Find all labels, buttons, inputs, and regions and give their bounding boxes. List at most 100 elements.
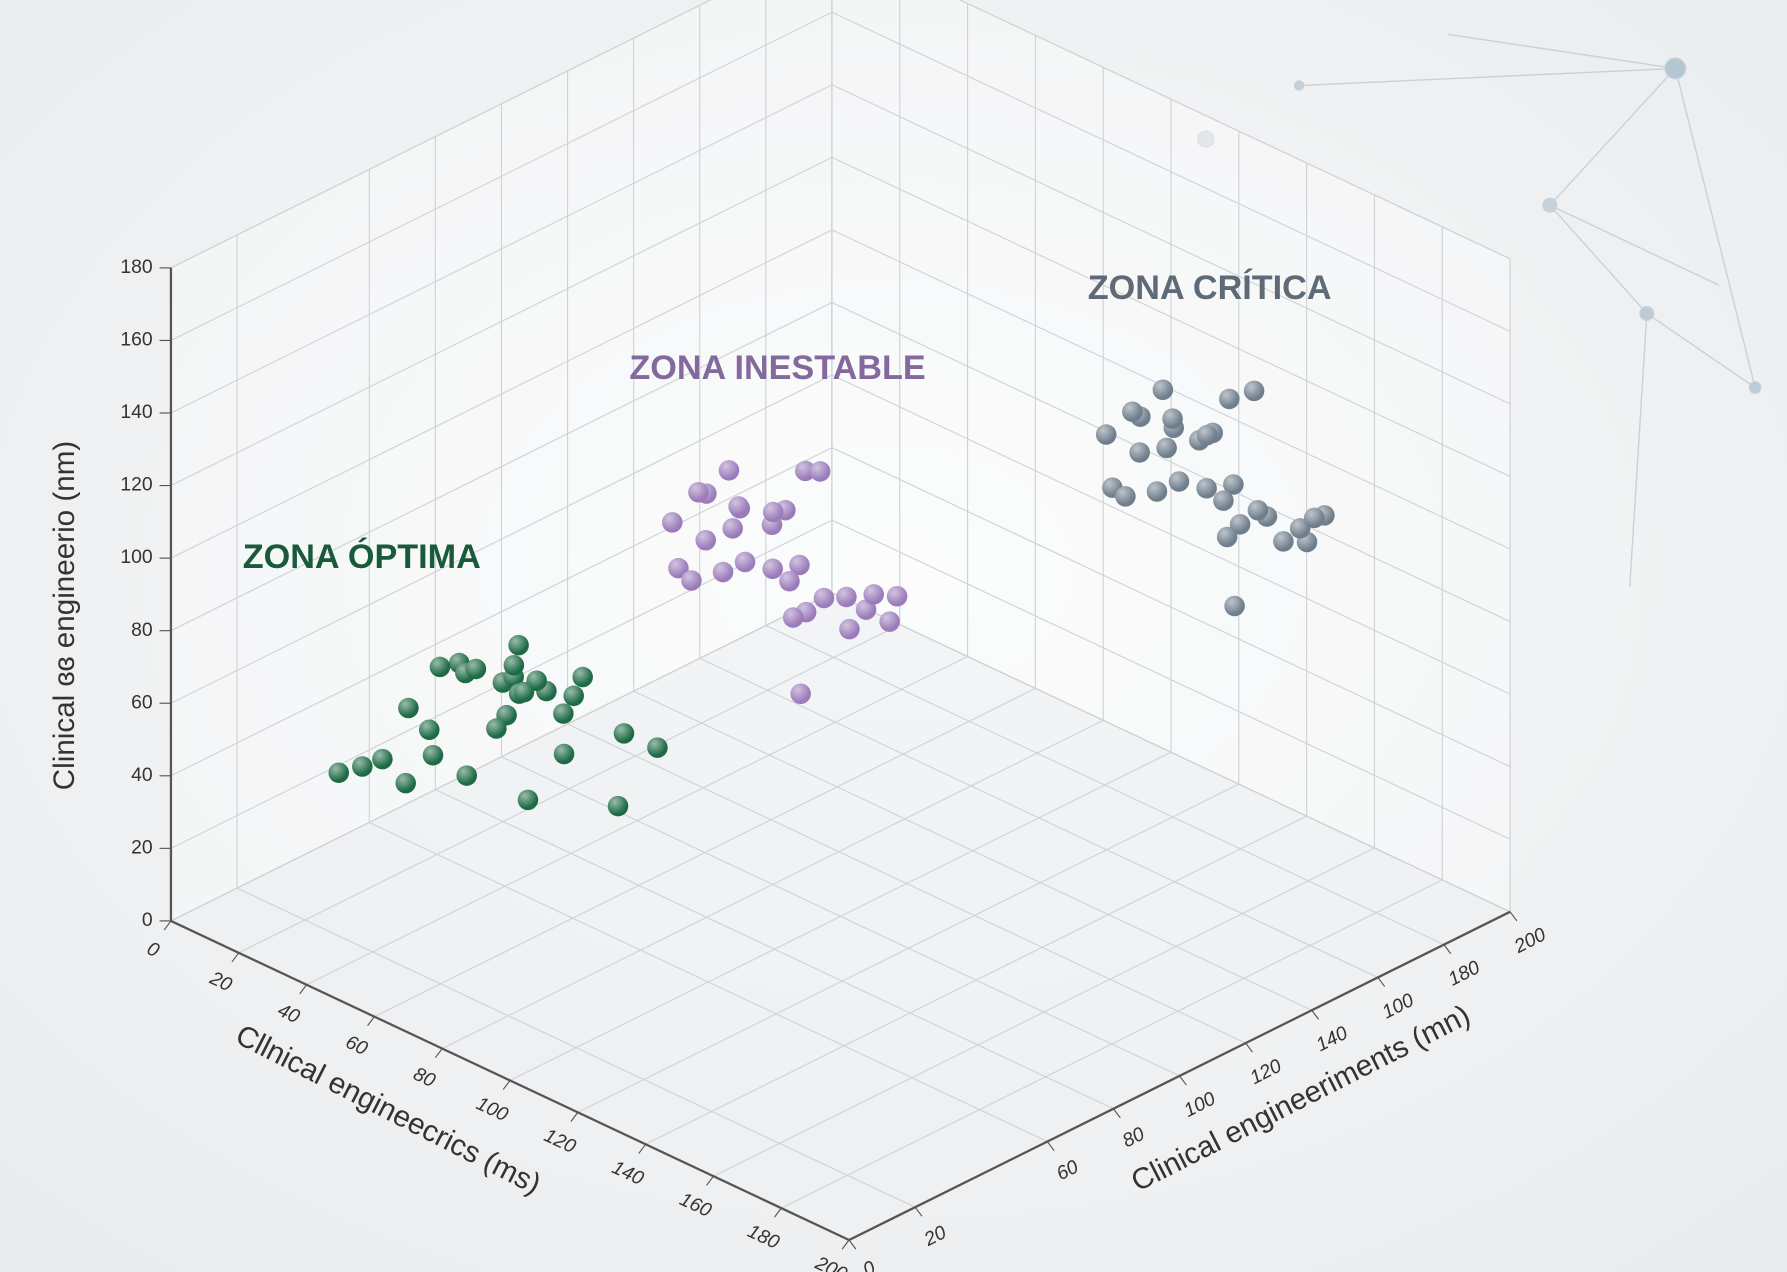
point (813, 587, 835, 609)
grid-line (831, 519, 1511, 840)
point (553, 743, 575, 765)
zone-label: ZONA ÓPTIMA (243, 536, 481, 576)
point-highlight (695, 529, 716, 551)
z-tick-label: 60 (131, 691, 153, 713)
point-highlight (712, 561, 734, 583)
point-highlight (1219, 388, 1240, 410)
point (517, 789, 539, 811)
z-tick-label: 120 (120, 474, 153, 496)
grid-line (170, 592, 833, 922)
tick-mark (773, 1207, 782, 1218)
point (1216, 526, 1238, 548)
point-highlight (688, 481, 709, 503)
grid-line (831, 156, 1511, 477)
grid-line (831, 301, 1511, 623)
point (429, 656, 451, 678)
grid-line (170, 11, 833, 341)
point (836, 586, 857, 608)
point (486, 718, 507, 739)
point-highlight (782, 607, 804, 628)
point-highlight (572, 666, 593, 688)
point (613, 723, 635, 744)
point-highlight (1196, 424, 1218, 446)
z-tick-label: 160 (120, 329, 153, 351)
grid-line (170, 229, 833, 559)
point (553, 703, 574, 724)
point-highlight (1223, 474, 1244, 495)
point (1273, 531, 1294, 552)
tick-mark (914, 1206, 923, 1217)
point (1146, 481, 1168, 502)
point (1289, 518, 1311, 539)
point-highlight (422, 744, 444, 766)
point-highlight (1152, 379, 1174, 401)
point (607, 795, 629, 817)
grid-line (567, 723, 1246, 1044)
point-highlight (1243, 380, 1265, 402)
grid-line (699, 657, 1379, 978)
point (1156, 437, 1177, 459)
point-highlight (1156, 437, 1177, 459)
point (1213, 490, 1234, 511)
point (372, 748, 393, 770)
point-highlight (836, 586, 857, 608)
point (762, 558, 783, 580)
point (681, 570, 702, 591)
point (790, 683, 811, 705)
tick-mark (502, 1080, 511, 1090)
point (886, 586, 908, 607)
z-tick-label: 180 (120, 256, 153, 278)
point (662, 512, 683, 533)
point (1247, 499, 1269, 521)
grid-line (170, 156, 833, 487)
point (352, 756, 373, 777)
point-highlight (419, 719, 440, 741)
tick-mark (706, 1175, 714, 1186)
grid-line (170, 374, 833, 704)
point (722, 518, 743, 539)
point (779, 570, 800, 592)
point (395, 772, 416, 794)
point (782, 607, 804, 628)
point-highlight (762, 501, 784, 523)
point (855, 599, 877, 620)
point-highlight (517, 789, 539, 811)
z-axis-title: Clinical ɞɞ engineerio (nm) (48, 441, 81, 790)
tick-mark (231, 952, 240, 963)
tick-mark (570, 1112, 579, 1122)
z-tick-label: 140 (120, 401, 153, 423)
point-highlight (1162, 408, 1183, 429)
z-tick-label: 40 (131, 764, 153, 786)
point-highlight (886, 586, 908, 607)
point (1162, 408, 1183, 429)
point-highlight (508, 634, 529, 656)
grid-line (958, 0, 1511, 260)
point (1115, 486, 1136, 507)
point (328, 762, 350, 783)
point-highlight (728, 496, 749, 517)
point-highlight (839, 618, 860, 640)
point-highlight (662, 512, 683, 533)
point-highlight (1273, 531, 1294, 552)
point-highlight (1129, 442, 1150, 463)
point-highlight (553, 743, 575, 765)
grid-line (170, 447, 833, 777)
point (1129, 442, 1150, 463)
point-highlight (722, 518, 743, 539)
point-highlight (456, 765, 478, 786)
grid-line (633, 690, 1313, 1011)
grid-line (369, 821, 1048, 1143)
point-highlight (1196, 478, 1217, 499)
point-highlight (795, 460, 816, 482)
point-highlight (1229, 514, 1251, 535)
grid-line (170, 301, 833, 632)
point (398, 697, 419, 719)
point-highlight (789, 554, 810, 576)
point-highlight (668, 557, 689, 579)
point-highlight (398, 697, 419, 719)
point-highlight (1247, 499, 1269, 521)
grid-line (831, 374, 1511, 695)
point (513, 681, 535, 703)
grid-line (170, 84, 833, 414)
